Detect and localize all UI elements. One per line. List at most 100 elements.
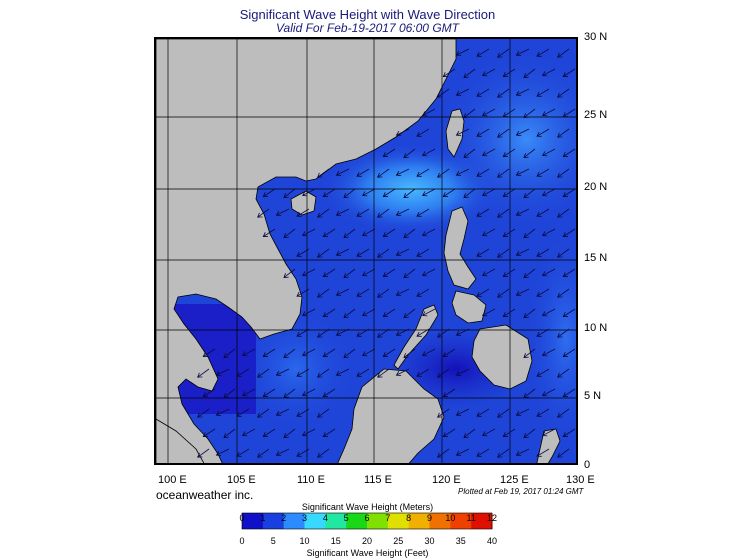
wave-direction-arrow bbox=[421, 228, 436, 237]
wave-direction-arrow bbox=[463, 428, 476, 439]
wave-direction-arrow bbox=[502, 108, 516, 118]
wave-direction-arrow bbox=[523, 108, 536, 119]
wave-direction-arrow bbox=[515, 408, 530, 417]
wave-direction-arrow bbox=[335, 208, 350, 217]
wave-direction-arrow bbox=[557, 408, 570, 418]
lon-label-100e: 100 E bbox=[158, 474, 187, 486]
wave-direction-arrow bbox=[523, 68, 536, 79]
wave-direction-arrow bbox=[275, 448, 290, 457]
wave-direction-arrow bbox=[562, 308, 576, 318]
wave-direction-arrow bbox=[523, 148, 536, 159]
wave-direction-arrow bbox=[523, 428, 536, 439]
wave-direction-arrow bbox=[562, 228, 576, 238]
wave-direction-arrow bbox=[322, 308, 336, 318]
wave-direction-arrow bbox=[562, 68, 576, 78]
wave-direction-arrow bbox=[481, 228, 496, 237]
legend-swatch bbox=[283, 513, 305, 529]
wave-direction-arrow bbox=[502, 308, 516, 318]
wave-direction-arrow bbox=[403, 188, 416, 199]
wave-direction-arrow bbox=[562, 428, 576, 438]
wave-direction-arrow bbox=[541, 148, 556, 157]
wave-direction-arrow bbox=[437, 168, 450, 178]
land-group bbox=[156, 39, 561, 463]
wave-direction-arrow bbox=[236, 408, 250, 417]
wave-direction-arrow bbox=[497, 248, 510, 258]
wave-direction-arrow bbox=[322, 228, 336, 238]
wave-direction-arrow bbox=[541, 348, 556, 357]
wave-direction-arrow bbox=[416, 128, 430, 137]
lat-label-0: 0 bbox=[584, 459, 591, 471]
wave-direction-arrow bbox=[497, 288, 510, 298]
wave-direction-arrow bbox=[536, 168, 550, 177]
wave-direction-arrow bbox=[377, 208, 390, 218]
legend-swatch bbox=[262, 513, 285, 529]
wave-direction-arrow bbox=[421, 108, 436, 117]
wave-direction-arrow bbox=[455, 88, 470, 97]
lat-label-5n: 5 N bbox=[584, 390, 602, 402]
wave-direction-arrow bbox=[562, 348, 576, 358]
land-luzon bbox=[443, 206, 477, 290]
wave-direction-arrow bbox=[502, 68, 516, 78]
wave-direction-arrow bbox=[395, 288, 410, 297]
wave-direction-arrow bbox=[497, 168, 510, 178]
wave-direction-arrow bbox=[557, 128, 570, 138]
wave-direction-arrow bbox=[502, 148, 516, 158]
wave-direction-arrow bbox=[515, 208, 530, 217]
wave-direction-arrow bbox=[296, 448, 310, 457]
lon-label-110e: 110 E bbox=[297, 474, 325, 486]
wave-direction-arrow bbox=[437, 88, 450, 98]
wave-direction-arrow bbox=[476, 448, 490, 457]
wave-direction-arrow bbox=[536, 88, 550, 97]
wave-direction-arrow bbox=[442, 428, 456, 438]
wave-direction-arrow bbox=[322, 388, 336, 398]
land-borneo bbox=[337, 368, 445, 463]
wave-direction-arrow bbox=[301, 308, 316, 317]
wave-direction-arrow bbox=[377, 288, 390, 298]
wave-direction-arrow bbox=[497, 448, 510, 458]
wave-direction-arrow bbox=[377, 328, 390, 338]
lon-label-115e: 115 E bbox=[364, 474, 392, 486]
wave-direction-arrow bbox=[523, 188, 536, 199]
wave-direction-arrow bbox=[296, 248, 310, 257]
wave-direction-arrow bbox=[283, 388, 296, 399]
wave-direction-arrow bbox=[502, 428, 516, 438]
wave-direction-arrow bbox=[442, 388, 456, 398]
wave-direction-arrow bbox=[382, 268, 396, 278]
wave-direction-arrow bbox=[502, 268, 516, 278]
wave-direction-arrow bbox=[416, 248, 430, 257]
legend-swatch bbox=[304, 513, 326, 529]
wave-direction-arrow bbox=[257, 208, 270, 218]
wave-direction-arrow bbox=[562, 268, 576, 278]
wave-direction-arrow bbox=[562, 388, 576, 398]
wave-direction-arrow bbox=[557, 48, 570, 58]
wave-direction-arrow bbox=[536, 328, 550, 337]
wave-direction-arrow bbox=[442, 68, 456, 78]
wave-direction-arrow bbox=[317, 248, 330, 258]
wave-direction-arrow bbox=[562, 188, 576, 198]
wave-direction-arrow bbox=[502, 188, 516, 198]
wave-direction-arrow bbox=[215, 368, 230, 377]
wave-zone-south-china-sea bbox=[236, 309, 356, 429]
wave-direction-arrow bbox=[476, 208, 490, 217]
wave-direction-arrow bbox=[536, 288, 550, 297]
legend-title-feet: Significant Wave Height (Feet) bbox=[306, 548, 429, 558]
wave-direction-arrow bbox=[557, 248, 570, 258]
wave-direction-arrow bbox=[497, 88, 510, 98]
legend-swatch bbox=[387, 513, 410, 529]
legend-tick-meters: 6 bbox=[364, 513, 370, 523]
land-asia-mainland bbox=[156, 39, 457, 463]
lon-label-130e: 130 E bbox=[566, 474, 595, 486]
wave-direction-arrow bbox=[343, 308, 356, 319]
wave-direction-arrow bbox=[481, 268, 496, 277]
wave-direction-arrow bbox=[421, 348, 436, 357]
legend-tick-meters: 5 bbox=[343, 513, 349, 523]
legend-swatch bbox=[429, 513, 451, 529]
wave-direction-arrow bbox=[395, 328, 410, 337]
wave-direction-arrow bbox=[557, 288, 570, 298]
wave-direction-arrow bbox=[262, 428, 276, 438]
wave-direction-arrow bbox=[455, 48, 470, 57]
wave-direction-arrow bbox=[536, 248, 550, 257]
wave-direction-arrow bbox=[262, 228, 276, 238]
wave-direction-arrow bbox=[481, 148, 496, 157]
legend-tick-feet: 35 bbox=[455, 536, 466, 546]
